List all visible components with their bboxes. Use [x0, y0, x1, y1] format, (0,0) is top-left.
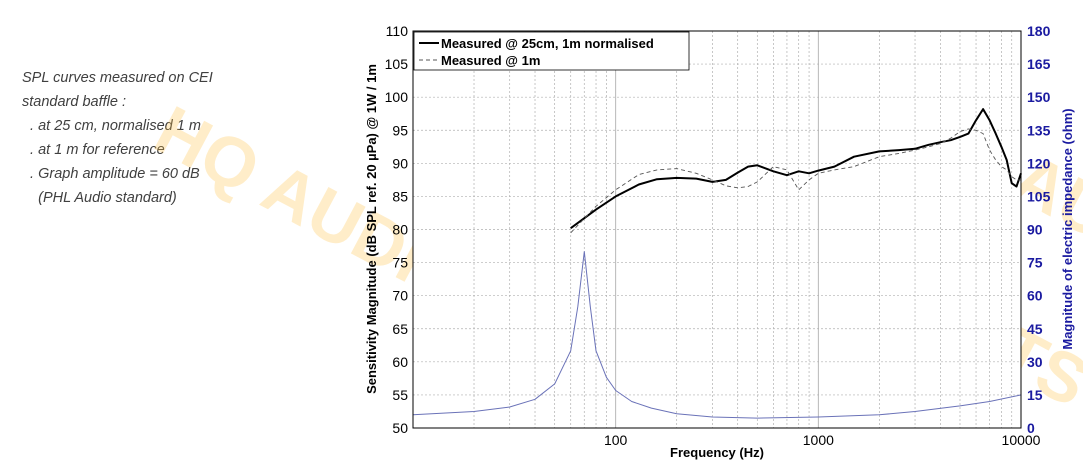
y2-axis-label: Magnitude of electric impedance (ohm) [1060, 108, 1075, 349]
y-tick-label: 70 [392, 288, 408, 304]
y-tick-label: 90 [392, 155, 408, 171]
plot-frame [412, 30, 1022, 429]
y2-tick-label: 120 [1027, 155, 1051, 171]
series-line-25cm [570, 108, 1022, 230]
y-tick-label: 75 [392, 255, 408, 271]
y-tick-label: 65 [392, 321, 408, 337]
y2-tick-label: 30 [1027, 354, 1043, 370]
note-line: standard baffle : [22, 94, 126, 110]
y2-tick-label: 105 [1027, 188, 1051, 204]
x-axis-label: Frequency (Hz) [670, 445, 764, 460]
y2-tick-label: 90 [1027, 222, 1043, 238]
y-tick-label: 60 [392, 354, 408, 370]
y-tick-label: 110 [386, 23, 409, 39]
legend-label-25cm: Measured @ 25cm, 1m normalised [441, 36, 654, 51]
y2-tick-label: 60 [1027, 288, 1043, 304]
y-tick-label: 100 [385, 89, 409, 105]
note-line: . at 25 cm, normalised 1 m [22, 118, 201, 134]
x-tick-label: 1000 [803, 432, 834, 448]
y2-tick-label: 180 [1027, 23, 1051, 39]
y2-tick-label: 0 [1027, 420, 1035, 436]
y2-tick-label: 75 [1027, 255, 1043, 271]
axis-ticks: 50 55 60 65 70 75 80 85 90 95 100 105 110 0 15 30 45 60 75… [385, 23, 1051, 448]
note-line: (PHL Audio standard) [22, 190, 177, 206]
curves [412, 108, 1022, 419]
grid [413, 31, 1021, 428]
y-tick-label: 80 [392, 222, 408, 238]
legend: Measured @ 25cm, 1m normalised Measured … [413, 31, 690, 71]
y-tick-label: 85 [392, 188, 408, 204]
y2-tick-label: 135 [1027, 122, 1051, 138]
series-line-1m [570, 128, 1021, 234]
x-tick-label: 10000 [1002, 432, 1041, 448]
note-line: . at 1 m for reference [22, 142, 165, 158]
y2-tick-label: 150 [1027, 89, 1051, 105]
note-line: . Graph amplitude = 60 dB [22, 166, 200, 182]
legend-box [413, 31, 690, 71]
x-tick-label: 100 [604, 432, 628, 448]
series-line-impedance [412, 251, 1022, 419]
y-tick-label: 50 [392, 420, 408, 436]
note-line: SPL curves measured on CEI [22, 70, 213, 86]
notes-block: SPL curves measured on CEI standard baff… [22, 66, 213, 210]
y-tick-label: 55 [392, 387, 408, 403]
legend-label-1m: Measured @ 1m [441, 53, 540, 68]
y2-tick-label: 165 [1027, 56, 1051, 72]
y-tick-label: 95 [392, 122, 408, 138]
y-axis-label: Sensitivity Magnitude (dB SPL ref. 20 µP… [364, 64, 379, 394]
y-tick-label: 105 [385, 56, 409, 72]
y2-tick-label: 15 [1027, 387, 1043, 403]
y2-tick-label: 45 [1027, 321, 1043, 337]
